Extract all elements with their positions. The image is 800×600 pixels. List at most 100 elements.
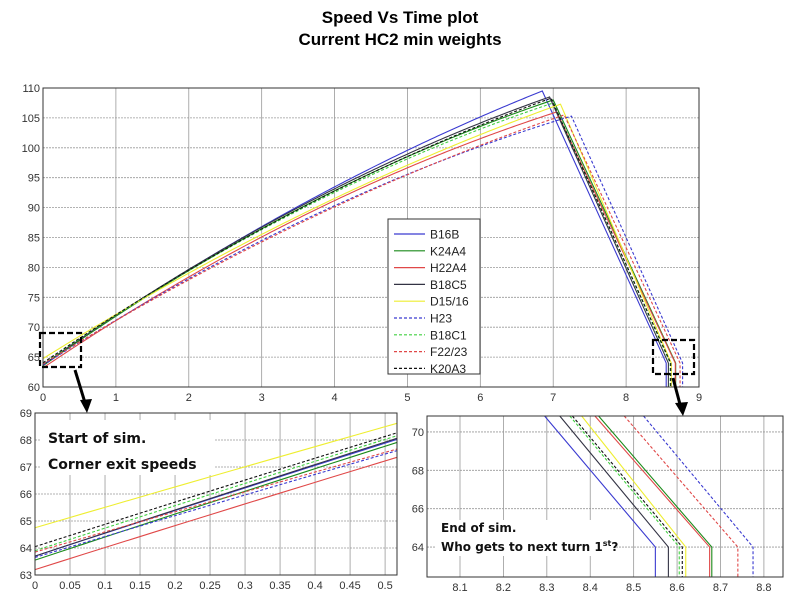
series-group (34, 422, 398, 571)
legend-label: H23 (430, 312, 452, 326)
x-tick-label: 0.2 (167, 580, 182, 592)
series-group (544, 415, 754, 577)
end-annotation-text: Who gets to next turn 1 (441, 540, 603, 554)
series-line-b18c5 (34, 437, 398, 557)
chart-title: Speed Vs Time plot (321, 8, 479, 27)
y-tick-label: 70 (28, 322, 40, 334)
y-tick-label: 66 (412, 504, 424, 516)
start-arrow-head (80, 399, 92, 413)
y-tick-label: 110 (22, 83, 40, 95)
x-tick-label: 0.45 (339, 580, 360, 592)
series-line-f22-23 (34, 448, 398, 553)
series-line-d15-16 (581, 415, 687, 577)
series-line-h23 (34, 450, 398, 558)
x-tick-label: 9 (696, 392, 702, 404)
x-tick-label: 0.5 (377, 580, 392, 592)
x-tick-label: 0.35 (269, 580, 290, 592)
x-tick-label: 8.6 (669, 582, 684, 594)
x-tick-label: 0 (32, 580, 38, 592)
x-tick-label: 5 (404, 392, 410, 404)
x-tick-label: 8.4 (583, 582, 598, 594)
start-annotation-line1: Start of sim. (48, 431, 146, 447)
x-tick-label: 8.3 (539, 582, 554, 594)
x-tick-label: 0 (40, 392, 46, 404)
end-annotation-superscript: st (603, 539, 612, 548)
series-line-h22a4 (594, 415, 711, 577)
legend-label: K24A4 (430, 244, 466, 258)
x-tick-label: 3 (259, 392, 265, 404)
x-tick-label: 8 (623, 392, 629, 404)
y-tick-label: 105 (22, 113, 40, 125)
series-line-k20a3 (42, 97, 672, 387)
legend-label: B16B (430, 228, 459, 242)
legend-label: F22/23 (430, 345, 468, 359)
y-tick-label: 64 (412, 542, 424, 554)
x-tick-label: 2 (186, 392, 192, 404)
legend: B16B K24A4 H22A4 B18C5 D15/16 H23 B18C1 F22/23 K… (387, 218, 481, 376)
y-tick-label: 69 (20, 408, 32, 420)
x-tick-label: 0.1 (97, 580, 112, 592)
x-tick-label: 8.2 (496, 582, 511, 594)
start-highlight-box (38, 331, 83, 369)
legend-box (387, 218, 481, 375)
x-tick-label: 1 (113, 392, 119, 404)
legend-label: H22A4 (430, 261, 467, 275)
y-tick-label: 68 (20, 435, 32, 447)
end-annotation-bg (436, 520, 614, 556)
x-tick-label: 0.3 (237, 580, 252, 592)
end-annotation-line2: Who gets to next turn 1st? (441, 539, 618, 554)
x-tick-label: 0.15 (129, 580, 150, 592)
y-tick-label: 70 (412, 427, 424, 439)
end-zoom-panel: 8.1 8.2 8.3 8.4 8.5 8.6 8.7 8.8 64 66 68 70 (412, 415, 784, 594)
series-line-h23 (42, 115, 684, 387)
x-tick-label: 8.8 (756, 582, 771, 594)
y-tick-label: 100 (22, 143, 40, 155)
y-tick-label: 64 (20, 543, 32, 555)
y-tick-label: 95 (28, 173, 40, 185)
series-line-h22a4 (34, 456, 398, 571)
legend-label: K20A3 (430, 362, 466, 376)
series-line-k20a3 (34, 432, 398, 548)
series-line-f22-23 (42, 114, 681, 387)
x-tick-label: 8.5 (626, 582, 641, 594)
y-tick-label: 80 (28, 262, 40, 274)
y-tick-label: 90 (28, 203, 40, 215)
y-tick-label: 65 (28, 352, 40, 364)
y-tick-label: 60 (28, 382, 40, 394)
series-line-d15-16 (34, 422, 398, 529)
series-line-b18c1 (34, 435, 398, 552)
start-annotation-bg (40, 420, 215, 475)
y-tick-label: 67 (20, 462, 32, 474)
series-line-d15-16 (42, 103, 672, 387)
x-tick-label: 8.7 (713, 582, 728, 594)
start-zoom-axes-frame (34, 412, 398, 576)
end-annotation-question: ? (611, 540, 618, 554)
main-axes-frame (42, 87, 700, 388)
y-tick-label: 65 (20, 516, 32, 528)
series-line-b18c5 (559, 415, 669, 577)
series-group (42, 90, 684, 387)
chart-subtitle: Current HC2 min weights (298, 30, 502, 49)
y-tick-label: 66 (20, 489, 32, 501)
y-tick-label: 63 (20, 570, 32, 582)
x-tick-label: 0.05 (59, 580, 80, 592)
x-tick-label: 6 (477, 392, 483, 404)
y-tick-label: 75 (28, 292, 40, 304)
series-line-b16b (544, 415, 656, 577)
x-tick-label: 0.25 (199, 580, 220, 592)
legend-label: B18C1 (430, 328, 467, 342)
x-tick-label: 7 (550, 392, 556, 404)
series-line-k20a3 (571, 415, 683, 577)
end-annotation-line1: End of sim. (441, 521, 516, 535)
legend-label: D15/16 (430, 295, 469, 309)
end-highlight-box (651, 338, 696, 376)
x-tick-label: 8.1 (452, 582, 467, 594)
end-zoom-axes-frame (426, 415, 784, 578)
series-line-h23 (643, 415, 754, 577)
legend-label: B18C5 (430, 278, 467, 292)
start-annotation-line2: Corner exit speeds (48, 457, 197, 473)
x-tick-label: 4 (331, 392, 337, 404)
series-line-k24a4 (598, 415, 713, 577)
series-line-f22-23 (623, 415, 739, 577)
